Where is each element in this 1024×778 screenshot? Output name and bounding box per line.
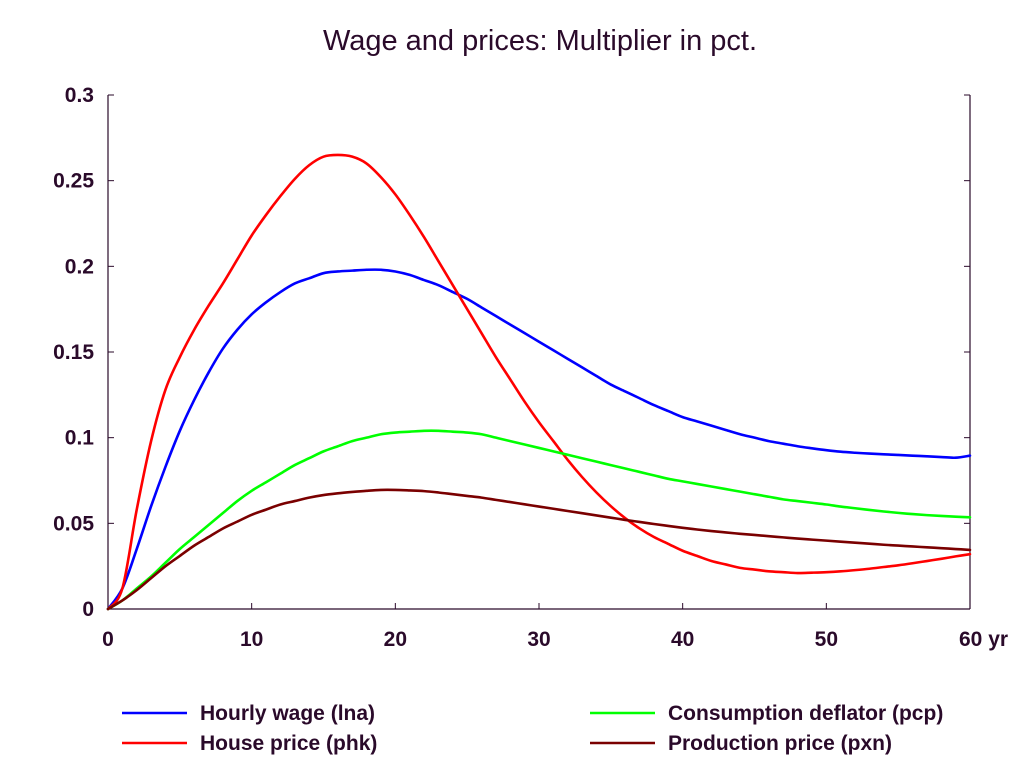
x-tick-label: 60 yr	[959, 628, 1008, 651]
y-tick-label: 0.15	[53, 341, 94, 364]
y-tick-label: 0	[82, 598, 94, 621]
series-group	[106, 153, 972, 611]
series-line-consumption-deflator	[106, 429, 972, 611]
series-line-production-price	[106, 488, 972, 611]
x-tick-label: 50	[815, 628, 838, 651]
chart-title: Wage and prices: Multiplier in pct.	[323, 25, 757, 57]
y-tick-label: 0.1	[65, 427, 95, 450]
y-tick-label: 0.25	[53, 170, 94, 193]
legend-item-production-price: Production price (pxn)	[590, 732, 892, 755]
legend: Hourly wage (lna) House price (phk) Consum…	[122, 702, 943, 755]
legend-item-hourly-wage: Hourly wage (lna)	[122, 702, 375, 725]
series-line-house-price	[106, 153, 972, 611]
y-tick-label: 0.3	[65, 84, 94, 107]
legend-label: Consumption deflator (pcp)	[668, 702, 943, 725]
series-line-hourly-wage	[106, 268, 972, 611]
x-tick-label: 0	[102, 628, 114, 651]
x-tick-label: 40	[671, 628, 694, 651]
axes	[107, 95, 971, 610]
x-tick-label: 20	[384, 628, 407, 651]
x-tick-label: 30	[527, 628, 550, 651]
y-tick-label: 0.2	[65, 255, 94, 278]
legend-label: Production price (pxn)	[668, 732, 892, 755]
x-tick-label: 10	[240, 628, 263, 651]
legend-label: House price (phk)	[200, 732, 377, 755]
legend-item-consumption-deflator: Consumption deflator (pcp)	[590, 702, 943, 725]
y-tick-label: 0.05	[53, 512, 94, 535]
legend-label: Hourly wage (lna)	[200, 702, 375, 725]
legend-item-house-price: House price (phk)	[122, 732, 377, 755]
axis-ticks: 0 0.05 0.1 0.15 0.2 0.25 0.3 0 10 20 30 40 50 60 yr	[53, 84, 1008, 651]
